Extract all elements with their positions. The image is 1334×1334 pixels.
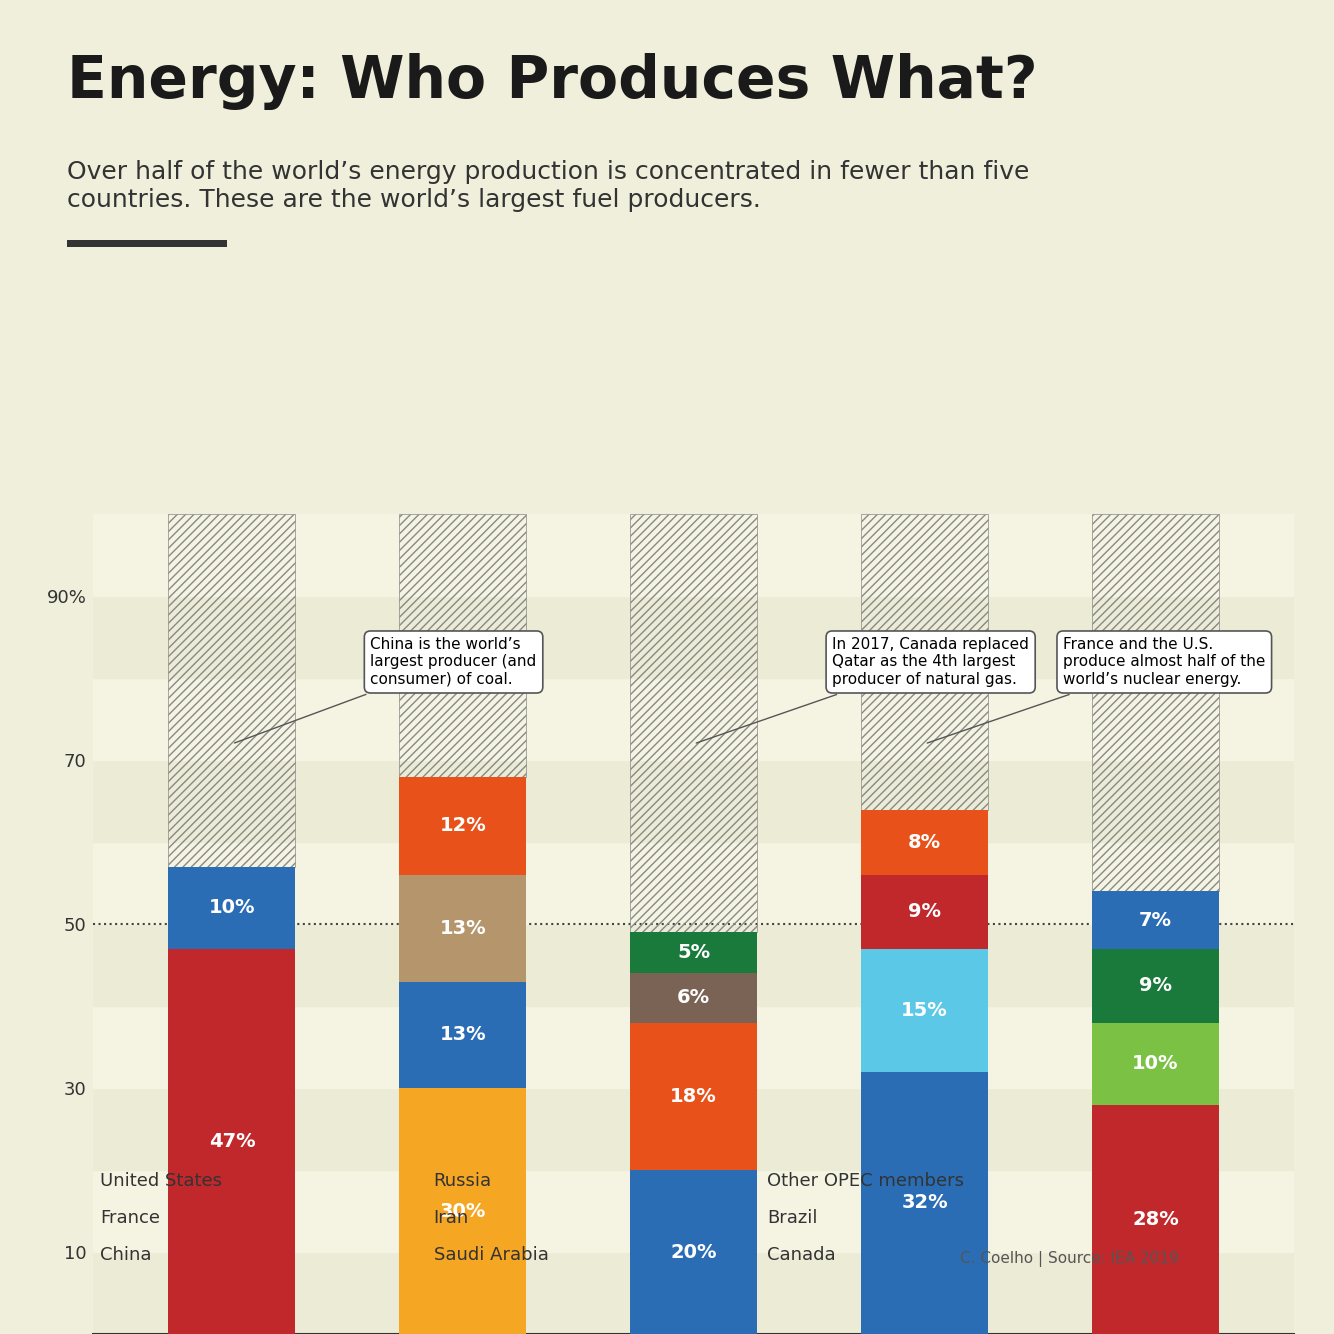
Bar xyxy=(93,1006,1294,1089)
Text: China: China xyxy=(100,1246,152,1265)
Text: Russia: Russia xyxy=(434,1171,492,1190)
Text: C. Coelho | Source: IEA 2019: C. Coelho | Source: IEA 2019 xyxy=(960,1251,1179,1267)
Bar xyxy=(93,1253,1294,1334)
Bar xyxy=(630,1023,758,1170)
Bar xyxy=(93,760,1294,842)
Bar xyxy=(860,948,988,1071)
Text: 10%: 10% xyxy=(208,898,255,918)
Text: 18%: 18% xyxy=(670,1087,718,1106)
Text: 6%: 6% xyxy=(678,988,710,1007)
Text: 7%: 7% xyxy=(1139,911,1173,930)
Text: Over half of the world’s energy production is concentrated in fewer than five
co: Over half of the world’s energy producti… xyxy=(67,160,1029,212)
Text: 10%: 10% xyxy=(1133,1054,1179,1073)
Bar xyxy=(399,982,527,1089)
Bar xyxy=(93,596,1294,679)
Bar xyxy=(93,1089,1294,1170)
Bar xyxy=(1093,948,1219,1023)
Bar xyxy=(399,1089,527,1334)
Text: 5%: 5% xyxy=(678,943,710,962)
Text: 8%: 8% xyxy=(908,832,940,852)
Text: Brazil: Brazil xyxy=(767,1209,818,1227)
Bar xyxy=(630,515,758,932)
Text: 32%: 32% xyxy=(902,1194,948,1213)
Bar xyxy=(399,515,527,776)
Text: China is the world’s
largest producer (and
consumer) of coal.: China is the world’s largest producer (a… xyxy=(235,638,536,743)
Bar xyxy=(93,842,1294,924)
Bar xyxy=(860,1071,988,1334)
Bar xyxy=(630,932,758,974)
Bar xyxy=(399,776,527,875)
Bar xyxy=(93,924,1294,1006)
Bar xyxy=(168,948,295,1334)
Text: France and the U.S.
produce almost half of the
world’s nuclear energy.: France and the U.S. produce almost half … xyxy=(927,638,1266,743)
Text: 13%: 13% xyxy=(439,919,486,938)
Bar xyxy=(860,810,988,875)
Bar xyxy=(93,515,1294,596)
Text: Iran: Iran xyxy=(434,1209,468,1227)
Text: 20%: 20% xyxy=(671,1242,716,1262)
Text: Other OPEC members: Other OPEC members xyxy=(767,1171,964,1190)
Text: 13%: 13% xyxy=(439,1026,486,1045)
Text: In 2017, Canada replaced
Qatar as the 4th largest
producer of natural gas.: In 2017, Canada replaced Qatar as the 4t… xyxy=(696,638,1029,743)
Bar xyxy=(168,515,295,867)
Text: 9%: 9% xyxy=(1139,976,1173,995)
Bar xyxy=(168,867,295,948)
Bar xyxy=(1093,891,1219,948)
Bar xyxy=(1093,515,1219,891)
Text: 30%: 30% xyxy=(440,1202,486,1221)
Text: 9%: 9% xyxy=(908,902,940,922)
Bar xyxy=(1093,1023,1219,1105)
Text: 15%: 15% xyxy=(902,1000,948,1019)
Bar xyxy=(630,974,758,1023)
Bar xyxy=(93,679,1294,760)
Bar xyxy=(630,1170,758,1334)
Text: Saudi Arabia: Saudi Arabia xyxy=(434,1246,548,1265)
Text: 12%: 12% xyxy=(439,816,486,835)
Text: United States: United States xyxy=(100,1171,221,1190)
Text: France: France xyxy=(100,1209,160,1227)
Bar xyxy=(93,1170,1294,1253)
Bar xyxy=(860,515,988,810)
Bar xyxy=(860,875,988,948)
Bar xyxy=(399,875,527,982)
Bar xyxy=(1093,1105,1219,1334)
Text: 28%: 28% xyxy=(1133,1210,1179,1229)
Text: Energy: Who Produces What?: Energy: Who Produces What? xyxy=(67,53,1038,111)
Text: 47%: 47% xyxy=(208,1133,255,1151)
Text: Canada: Canada xyxy=(767,1246,835,1265)
